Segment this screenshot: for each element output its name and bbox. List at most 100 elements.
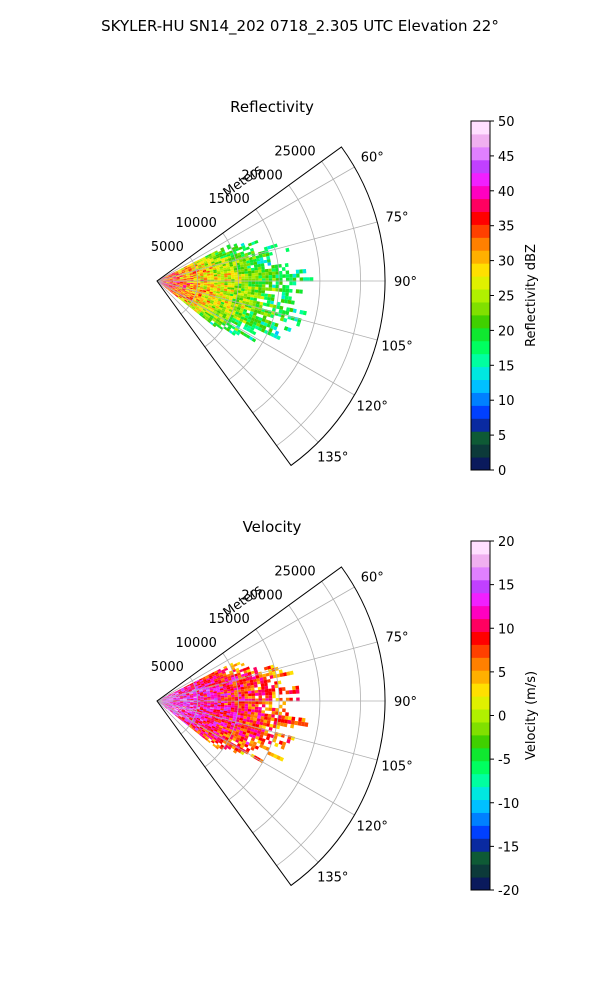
echo-cell: [176, 292, 180, 296]
echo-cell: [181, 709, 186, 711]
echo-cell: [260, 716, 265, 720]
echo-cell: [162, 696, 166, 699]
echo-cell: [210, 315, 215, 319]
echo-cell: [201, 295, 205, 298]
echo-cell: [189, 706, 194, 709]
echo-cell: [201, 722, 206, 726]
echo-cell: [162, 699, 167, 701]
echo-cell: [227, 257, 232, 261]
echo-cell: [196, 731, 200, 735]
echo-cell: [195, 307, 199, 311]
echo-cell: [269, 723, 274, 728]
echo-cell: [207, 285, 211, 288]
echo-cell: [259, 744, 264, 749]
echo-cell: [271, 684, 275, 689]
echo-cell: [161, 284, 165, 287]
echo-cell: [186, 276, 190, 278]
echo-cell: [183, 697, 187, 699]
echo-cell: [202, 710, 207, 713]
echo-cell: [238, 732, 243, 737]
echo-cell: [260, 328, 266, 333]
echo-cell: [213, 730, 217, 734]
echo-cell: [285, 270, 290, 275]
echo-cell: [266, 720, 271, 724]
echo-cell: [177, 709, 182, 712]
echo-cell: [223, 689, 228, 692]
echo-cell: [234, 327, 239, 332]
echo-cell: [243, 713, 248, 717]
echo-cell: [214, 681, 219, 685]
echo-cell: [214, 299, 218, 303]
echo-cell: [260, 296, 265, 300]
echo-cell: [274, 681, 278, 685]
echo-cell: [176, 701, 180, 703]
echo-cell: [168, 285, 172, 288]
echo-cell: [189, 296, 194, 300]
echo-cell: [276, 725, 281, 730]
echo-cell: [247, 291, 252, 295]
echo-cell: [179, 276, 183, 278]
echo-cell: [268, 271, 273, 276]
echo-cell: [267, 293, 272, 298]
echo-cell: [216, 713, 220, 716]
echo-cell: [209, 710, 214, 713]
colorbar-swatch: [471, 747, 490, 762]
echo-cell: [263, 666, 268, 671]
echo-cell: [258, 695, 262, 699]
echo-cell: [226, 293, 231, 296]
echo-cell: [244, 288, 248, 292]
echo-cell: [203, 732, 208, 737]
echo-cell: [288, 716, 292, 721]
echo-cell: [162, 276, 166, 279]
azimuth-tick-label: 120°: [357, 399, 388, 414]
echo-cell: [217, 300, 222, 304]
echo-cell: [188, 688, 192, 691]
echo-cell: [221, 679, 226, 683]
echo-cell: [244, 693, 249, 697]
echo-cell: [227, 677, 232, 681]
echo-cell: [197, 683, 201, 686]
echo-cell: [241, 703, 245, 707]
echo-cell: [179, 704, 183, 707]
echo-cell: [190, 714, 195, 717]
echo-cell: [226, 686, 231, 690]
echo-cell: [206, 273, 211, 276]
echo-cell: [198, 713, 202, 716]
echo-cell: [186, 284, 190, 286]
echo-cell: [193, 282, 197, 284]
echo-cell: [209, 290, 214, 293]
echo-cell: [217, 259, 222, 262]
echo-cell: [193, 706, 197, 708]
echo-cell: [231, 745, 236, 750]
echo-cell: [254, 270, 259, 274]
echo-cell: [185, 271, 189, 273]
echo-cell: [274, 330, 280, 336]
echo-cell: [217, 718, 222, 722]
echo-cell: [235, 731, 240, 735]
colorbar-swatch: [471, 301, 490, 316]
echo-cell: [210, 679, 215, 683]
echo-cell: [247, 268, 252, 272]
echo-cell: [248, 281, 252, 284]
echo-cell: [264, 268, 269, 273]
echo-cell: [202, 720, 207, 723]
echo-cell: [176, 282, 180, 283]
echo-cell: [203, 680, 208, 684]
echo-cell: [303, 277, 307, 282]
echo-cell: [234, 696, 239, 700]
echo-cell: [189, 717, 193, 721]
echo-cell: [181, 270, 186, 273]
echo-cell: [251, 289, 255, 293]
echo-cell: [230, 724, 235, 728]
echo-cell: [172, 703, 177, 705]
echo-cell: [206, 692, 211, 695]
echo-cell: [178, 691, 182, 693]
colorbar-tick-label: 15: [498, 579, 515, 594]
echo-cell: [179, 695, 183, 697]
echo-cell: [219, 311, 224, 316]
echo-cell: [260, 683, 265, 687]
echo-cell: [218, 295, 223, 298]
echo-cell: [248, 273, 252, 277]
echo-cell: [255, 275, 259, 279]
echo-cell: [258, 692, 262, 696]
